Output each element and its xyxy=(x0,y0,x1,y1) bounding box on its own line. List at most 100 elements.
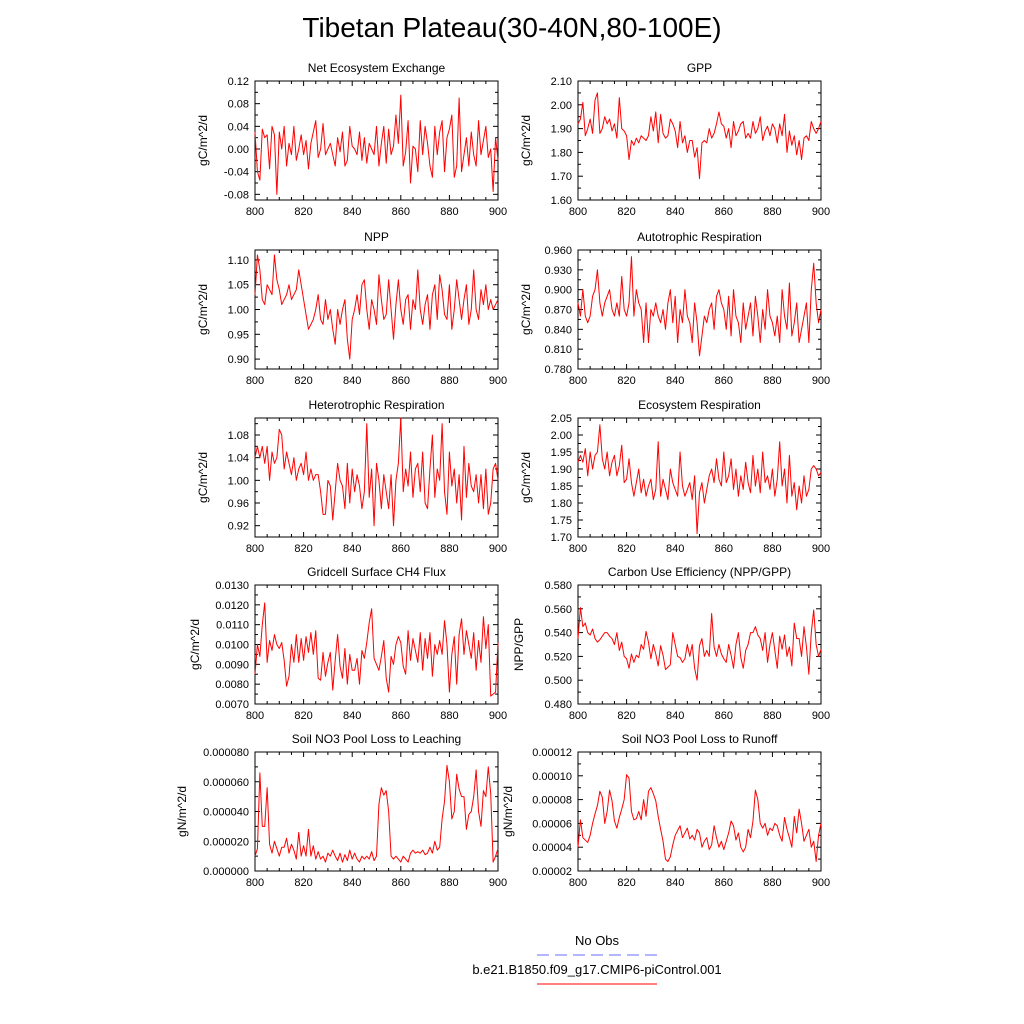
legend-model-text: b.e21.B1850.f09_g17.CMIP6-piControl.001 xyxy=(472,962,722,977)
y-tick-label: 0.00 xyxy=(228,144,249,156)
x-tick-label: 880 xyxy=(440,543,458,555)
chart-panel-2: GPP 800 820 840 860 880 900 1.60 1.70 1.80 1.90 2.0… xyxy=(519,61,830,218)
x-tick-label: 820 xyxy=(617,543,635,555)
y-tick-label: 0.840 xyxy=(544,324,572,336)
chart-panel-5: Heterotrophic Respiration 800 820 840 860 880… xyxy=(196,398,507,555)
x-tick-label: 820 xyxy=(294,710,312,722)
x-tick-label: 840 xyxy=(666,710,684,722)
y-tick-label: -0.08 xyxy=(224,189,249,201)
y-tick-label: 0.930 xyxy=(544,265,572,277)
x-tick-label: 800 xyxy=(569,375,587,387)
y-tick-label: 0.0130 xyxy=(215,580,249,592)
series-line xyxy=(254,764,499,863)
x-tick-label: 800 xyxy=(246,206,264,218)
y-tick-label: 1.75 xyxy=(551,515,572,527)
x-tick-label: 860 xyxy=(392,206,410,218)
x-tick-label: 900 xyxy=(489,543,507,555)
y-tick-label: 1.00 xyxy=(228,305,249,317)
y-tick-label: 0.960 xyxy=(544,245,572,257)
x-tick-label: 840 xyxy=(666,206,684,218)
x-tick-label: 840 xyxy=(666,375,684,387)
y-tick-label: 0.0110 xyxy=(216,620,249,632)
chart-panel-4: Autotrophic Respiration 800 820 840 860 880 90… xyxy=(519,230,830,387)
panel-frame xyxy=(577,751,822,872)
y-tick-label: 0.540 xyxy=(544,628,572,640)
x-tick-label: 820 xyxy=(617,877,635,889)
x-tick-label: 900 xyxy=(812,877,830,889)
y-tick-label: 0.560 xyxy=(544,604,572,616)
y-tick-label: 0.00004 xyxy=(532,842,572,854)
y-tick-label: 0.0070 xyxy=(215,699,249,711)
panel-title: Heterotrophic Respiration xyxy=(308,398,444,412)
x-tick-label: 800 xyxy=(246,543,264,555)
x-tick-label: 800 xyxy=(246,710,264,722)
y-tick-label: 1.08 xyxy=(228,430,249,442)
x-tick-label: 900 xyxy=(812,543,830,555)
x-tick-label: 860 xyxy=(392,375,410,387)
y-tick-label: 0.90 xyxy=(228,354,249,366)
y-tick-label: 0.000000 xyxy=(203,866,249,878)
y-tick-label: 0.870 xyxy=(544,305,572,317)
y-tick-label: 1.90 xyxy=(551,124,572,136)
y-tick-label: 1.04 xyxy=(228,453,249,465)
y-axis-label: gN/m^2/d xyxy=(501,786,515,837)
x-tick-label: 820 xyxy=(617,206,635,218)
panel-frame xyxy=(254,80,499,201)
legend-obs-text: No Obs xyxy=(574,933,620,948)
x-tick-label: 900 xyxy=(812,206,830,218)
chart-panel-7: Gridcell Surface CH4 Flux 800 820 840 860 880… xyxy=(188,565,507,722)
y-tick-label: 0.500 xyxy=(544,675,572,687)
y-axis-label: gC/m^2/d xyxy=(188,619,202,670)
x-tick-label: 860 xyxy=(715,543,733,555)
panel-title: Soil NO3 Pool Loss to Leaching xyxy=(292,732,461,746)
chart-panel-10: Soil NO3 Pool Loss to Runoff 800 820 840 860… xyxy=(501,732,830,889)
y-axis-label: gN/m^2/d xyxy=(175,786,189,837)
x-tick-label: 840 xyxy=(666,877,684,889)
x-tick-label: 840 xyxy=(666,543,684,555)
x-tick-label: 880 xyxy=(763,206,781,218)
x-tick-label: 900 xyxy=(812,710,830,722)
x-tick-label: 880 xyxy=(763,375,781,387)
y-tick-label: 0.480 xyxy=(544,699,572,711)
y-tick-label: 1.85 xyxy=(551,481,572,493)
x-tick-label: 820 xyxy=(617,375,635,387)
chart-panel-9: Soil NO3 Pool Loss to Leaching 800 820 840 8… xyxy=(175,732,507,889)
y-tick-label: 0.580 xyxy=(544,580,572,592)
y-tick-label: 1.95 xyxy=(551,447,572,459)
panel-frame xyxy=(577,80,822,201)
y-tick-label: 1.00 xyxy=(228,475,249,487)
y-tick-label: 1.80 xyxy=(551,147,572,159)
x-tick-label: 900 xyxy=(489,206,507,218)
panel-title: Carbon Use Efficiency (NPP/GPP) xyxy=(608,565,791,579)
y-tick-label: 0.95 xyxy=(228,329,249,341)
series-line xyxy=(577,607,822,681)
y-tick-label: 0.00010 xyxy=(532,771,572,783)
x-tick-label: 860 xyxy=(392,877,410,889)
x-tick-label: 860 xyxy=(715,710,733,722)
series-line xyxy=(577,92,822,180)
y-tick-label: 0.04 xyxy=(228,121,249,133)
x-tick-label: 880 xyxy=(440,710,458,722)
series-line xyxy=(577,424,822,535)
x-tick-label: 820 xyxy=(294,877,312,889)
y-tick-label: 2.00 xyxy=(551,100,572,112)
y-axis-label: gC/m^2/d xyxy=(519,284,533,335)
chart-panel-8: Carbon Use Efficiency (NPP/GPP) 800 820 840… xyxy=(512,565,830,722)
panel-title: Gridcell Surface CH4 Flux xyxy=(307,565,446,579)
panel-title: Autotrophic Respiration xyxy=(637,230,762,244)
series-line xyxy=(254,602,499,697)
chart-panel-1: Net Ecosystem Exchange 800 820 840 860 880 900… xyxy=(196,61,507,218)
series-line xyxy=(577,256,822,357)
x-tick-label: 800 xyxy=(569,877,587,889)
series-line xyxy=(577,774,822,862)
x-tick-label: 880 xyxy=(440,206,458,218)
x-tick-label: 900 xyxy=(489,375,507,387)
y-tick-label: -0.04 xyxy=(224,167,249,179)
series-line xyxy=(254,254,499,360)
panel-frame xyxy=(577,417,822,538)
x-tick-label: 880 xyxy=(440,877,458,889)
y-tick-label: 0.00012 xyxy=(532,747,572,759)
panel-title: Soil NO3 Pool Loss to Runoff xyxy=(622,732,779,746)
x-tick-label: 840 xyxy=(343,206,361,218)
